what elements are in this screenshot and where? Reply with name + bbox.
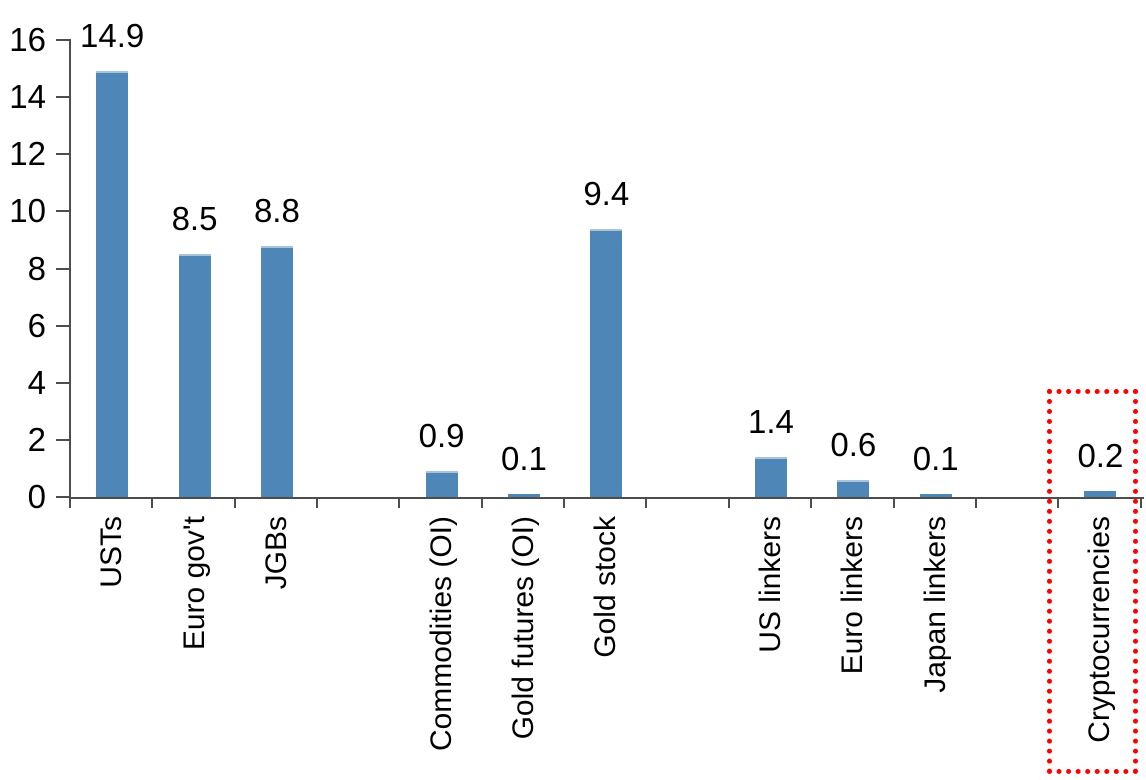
x-axis-category-label-euro-linkers: Euro linkers <box>836 516 870 675</box>
x-axis-category-label-usts: USTs <box>95 516 129 588</box>
x-axis-tick <box>316 497 319 508</box>
y-axis-tick <box>56 39 71 41</box>
bar-value-label-usts: 14.9 <box>80 17 145 55</box>
bar-commodities-oi <box>425 471 458 497</box>
x-axis-tick <box>398 497 401 508</box>
bar-gold-stock <box>590 228 623 497</box>
bar-euro-gov-t <box>178 254 211 497</box>
y-axis-tick <box>56 153 71 156</box>
bar-us-linkers <box>754 457 787 497</box>
y-axis-tick-label: 8 <box>27 249 46 287</box>
highlight-box-cryptocurrencies <box>1046 389 1138 774</box>
y-axis-tick-label: 10 <box>9 192 46 230</box>
bar-euro-linkers <box>837 479 870 497</box>
x-axis-category-label-japan-linkers: Japan linkers <box>918 516 952 693</box>
y-axis-tick-label: 2 <box>27 420 46 458</box>
bar-jgbs <box>260 245 293 497</box>
bar-value-label-us-linkers: 1.4 <box>748 403 794 440</box>
bar-value-label-euro-gov-t: 8.5 <box>171 200 218 238</box>
y-axis-tick <box>56 96 71 99</box>
x-axis-tick <box>151 497 154 508</box>
x-axis-tick <box>810 497 813 508</box>
x-axis-category-label-gold-futures-oi: Gold futures (OI) <box>506 516 540 740</box>
y-axis-tick-label: 6 <box>27 306 46 344</box>
x-axis-tick <box>892 497 895 508</box>
x-axis-tick <box>645 497 648 508</box>
bar-value-label-japan-linkers: 0.1 <box>912 440 959 478</box>
bar-value-label-jgbs: 8.8 <box>253 191 300 229</box>
x-axis-tick <box>1139 497 1142 508</box>
x-axis-tick <box>727 497 730 508</box>
y-axis-tick-label: 14 <box>9 78 46 116</box>
x-axis-tick <box>974 497 977 508</box>
x-axis-category-label-commodities-oi: Commodities (OI) <box>424 516 458 752</box>
bar-value-label-euro-linkers: 0.6 <box>830 425 877 463</box>
x-axis-category-label-euro-gov-t: Euro gov't <box>177 516 211 651</box>
x-axis-category-label-gold-stock: Gold stock <box>589 516 623 658</box>
y-axis-tick-label: 4 <box>27 363 46 401</box>
y-axis-tick <box>56 381 71 384</box>
x-axis-category-label-us-linkers: US linkers <box>753 516 787 653</box>
x-axis-tick <box>69 497 71 508</box>
y-axis-tick <box>56 438 71 441</box>
y-axis-tick-label: 12 <box>9 135 46 173</box>
y-axis-tick <box>56 324 71 327</box>
bar-japan-linkers <box>919 494 952 497</box>
y-axis-tick-label: 16 <box>9 21 46 58</box>
bar-value-label-gold-stock: 9.4 <box>583 174 630 212</box>
x-axis-tick <box>1057 497 1060 508</box>
y-axis-tick <box>56 496 71 498</box>
x-axis-category-label-jgbs: JGBs <box>259 516 293 590</box>
y-axis-tick <box>56 267 71 270</box>
x-axis-tick <box>233 497 236 508</box>
x-axis-tick <box>480 497 483 508</box>
bar-usts <box>96 71 129 497</box>
x-axis-line <box>69 497 1144 499</box>
x-axis-tick <box>563 497 566 508</box>
bar-gold-futures-oi <box>507 494 540 497</box>
bar-value-label-cryptocurrencies: 0.2 <box>1077 437 1124 475</box>
bar-value-label-commodities-oi: 0.9 <box>418 417 465 455</box>
bar-cryptocurrencies <box>1084 491 1117 497</box>
bar-value-label-gold-futures-oi: 0.1 <box>500 440 547 478</box>
y-axis-tick <box>56 210 71 213</box>
y-axis-tick-label: 0 <box>27 478 46 515</box>
y-axis-line <box>69 40 71 499</box>
